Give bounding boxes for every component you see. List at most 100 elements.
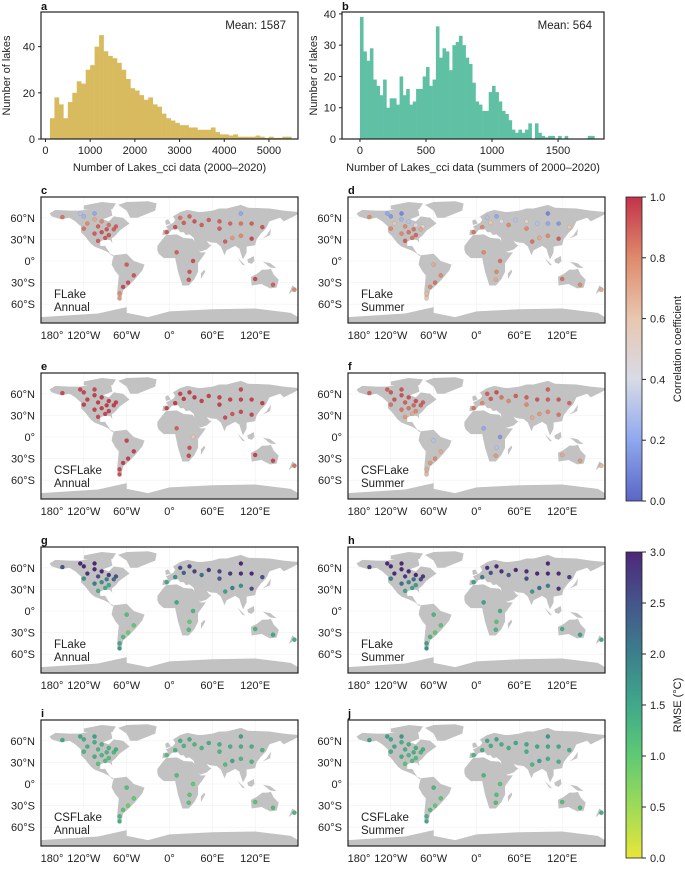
lake-point <box>131 623 137 628</box>
longitude-label: 0° <box>164 680 175 692</box>
season-label: Summer <box>361 302 405 314</box>
landmass <box>554 778 562 787</box>
lake-point <box>131 273 137 278</box>
lake-point <box>384 387 390 392</box>
landmass <box>569 578 578 589</box>
lake-point <box>92 581 97 586</box>
lake-point <box>388 749 394 754</box>
landmass <box>544 433 553 442</box>
lake-point <box>190 258 196 264</box>
map-panel-f: 180° 120°W 60°W 0° 60°E 120°E 60°N 30°N 0° 30°S 60… <box>317 361 606 518</box>
lake-point <box>431 262 436 267</box>
lake-point <box>481 773 486 778</box>
colorbar-tick-label: 0.0 <box>650 496 665 508</box>
lake-point <box>537 585 542 591</box>
histogram-bar <box>286 136 292 139</box>
lake-point <box>559 276 565 282</box>
landmass <box>237 780 246 789</box>
lake-point <box>60 564 65 570</box>
lake-point <box>270 805 276 811</box>
lake-point <box>106 408 112 414</box>
colorbar-tick-label: 0.0 <box>650 853 665 865</box>
landmass <box>247 605 255 614</box>
landmass <box>570 611 584 619</box>
x-tick-label: 3000 <box>167 145 191 157</box>
landmass <box>118 377 157 394</box>
panel-letter: b <box>342 1 349 13</box>
landmass <box>157 410 206 462</box>
histogram-bar <box>157 106 162 139</box>
landmass <box>569 404 578 415</box>
landmass <box>263 261 277 269</box>
season-label: Annual <box>54 302 90 314</box>
lake-point <box>125 280 131 285</box>
map-panel-g: 180° 120°W 60°W 0° 60°E 120°E 60°N 30°N 0° 30°S 60… <box>10 535 299 692</box>
latitude-label: 60°N <box>10 213 35 225</box>
longitude-label: 60°E <box>507 853 531 865</box>
landmass <box>111 429 145 477</box>
histogram-bar <box>184 125 189 139</box>
lake-point <box>529 239 535 244</box>
lake-point <box>92 211 97 216</box>
latitude-label: 60°N <box>317 389 342 401</box>
lake-point <box>413 745 419 751</box>
lake-point <box>238 221 244 226</box>
lake-point <box>120 460 126 466</box>
lake-point <box>545 409 551 415</box>
lake-point <box>172 400 178 406</box>
landmass <box>237 257 246 266</box>
lake-point <box>545 233 551 239</box>
x-tick-label: 2000 <box>123 145 147 157</box>
landmass <box>157 584 206 636</box>
landmass <box>165 395 171 401</box>
lake-point <box>384 211 390 216</box>
longitude-label: 60°E <box>200 330 224 342</box>
lake-point <box>192 569 197 574</box>
lake-point <box>217 576 222 581</box>
latitude-label: 60°N <box>317 563 342 575</box>
landmass <box>162 204 298 260</box>
lake-point <box>60 214 65 220</box>
lake-point <box>206 567 212 573</box>
lake-point <box>402 747 408 752</box>
latitude-label: 30°N <box>10 234 35 246</box>
lake-point <box>424 814 429 819</box>
histogram-bar <box>373 79 377 139</box>
lake-point <box>497 258 503 264</box>
lake-point <box>199 572 204 578</box>
lake-point <box>230 585 235 591</box>
latitude-label: 30°N <box>10 410 35 422</box>
lake-point <box>187 214 192 219</box>
histogram-bar <box>282 136 288 139</box>
lake-point <box>181 570 187 576</box>
lake-point <box>292 637 297 643</box>
histogram-bar <box>544 137 549 139</box>
season-label: Summer <box>361 652 405 664</box>
histogram-bar <box>389 98 394 139</box>
y-tick-label: 10 <box>324 103 336 115</box>
y-tick-label: 0 <box>330 134 336 146</box>
lake-point <box>85 397 90 402</box>
lake-point <box>559 799 565 805</box>
lake-point <box>102 585 108 591</box>
histogram-bar <box>548 135 552 139</box>
histogram-bar <box>81 83 86 139</box>
lake-point <box>388 226 394 231</box>
lake-point <box>172 574 178 580</box>
lake-point <box>424 291 429 296</box>
landmass <box>83 551 116 560</box>
lake-point <box>534 397 540 402</box>
plot-frame <box>40 11 299 140</box>
lake-point <box>78 387 83 392</box>
map-panels: 180° 120°W 60°W 0° 60°E 120°E60°N30°N0°30°S60… <box>10 185 606 865</box>
lake-point <box>187 619 192 625</box>
lake-point <box>177 565 183 571</box>
model-label: FLake <box>361 289 393 301</box>
lake-point <box>418 750 424 755</box>
histogram-bar <box>515 132 519 139</box>
histogram-bar <box>121 69 127 139</box>
lake-point <box>493 277 499 282</box>
lake-point <box>438 796 444 801</box>
lake-point <box>106 222 112 228</box>
